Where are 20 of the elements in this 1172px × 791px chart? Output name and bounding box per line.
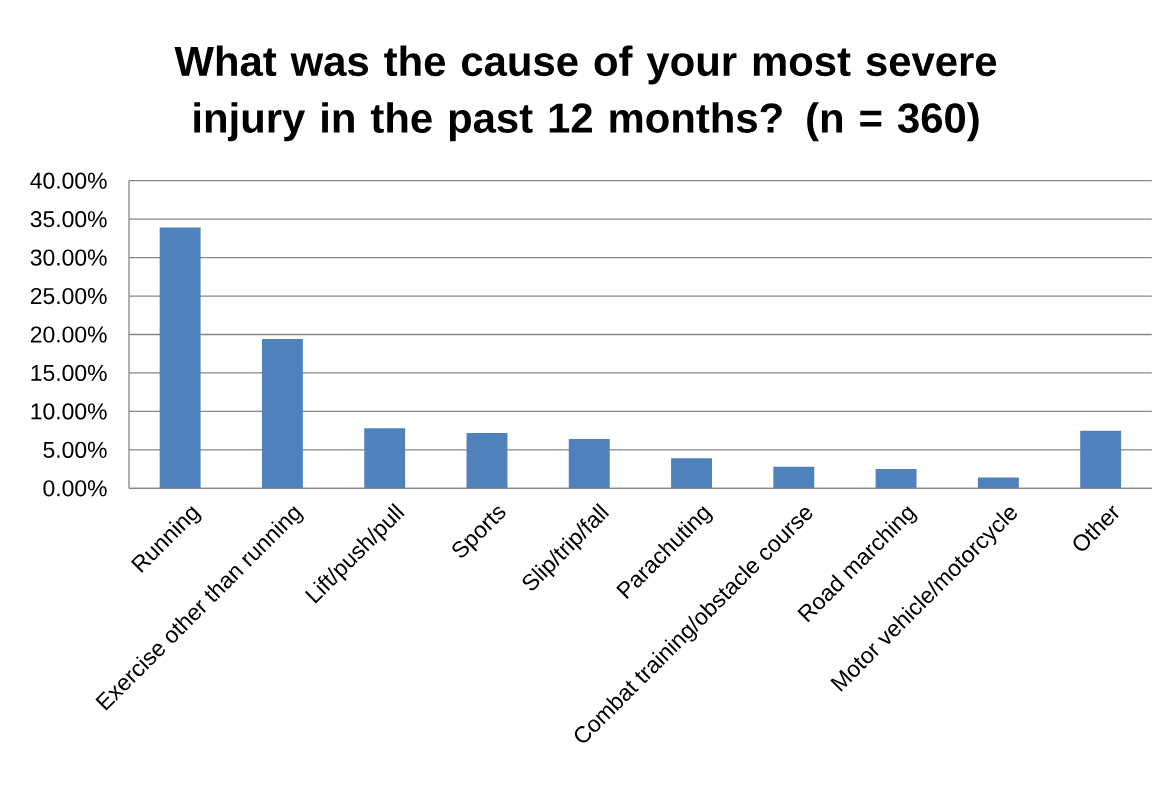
bar [977, 477, 1019, 489]
bar [875, 469, 917, 489]
bar [466, 432, 508, 489]
y-tick-label: 0.00% [43, 480, 107, 497]
y-tick-label: 10.00% [31, 403, 107, 420]
y-tick-label: 40.00% [30, 172, 107, 189]
y-tick-label: 35.00% [30, 211, 107, 228]
bar [1080, 430, 1122, 489]
chart-title: What was the cause of your most severe injury in the past 12 months? (n = 360) [174, 45, 997, 142]
bar [364, 428, 406, 489]
y-tick-label: 25.00% [30, 287, 107, 305]
bar [773, 466, 815, 489]
bar [671, 458, 712, 489]
y-tick-label: 15.00% [31, 364, 107, 382]
bar [159, 227, 201, 489]
y-tick-label: 30.00% [30, 249, 107, 266]
bar [568, 439, 610, 489]
y-tick-label: 5.00% [43, 441, 107, 458]
y-tick-label: 20.00% [30, 326, 107, 343]
bar [261, 339, 303, 489]
